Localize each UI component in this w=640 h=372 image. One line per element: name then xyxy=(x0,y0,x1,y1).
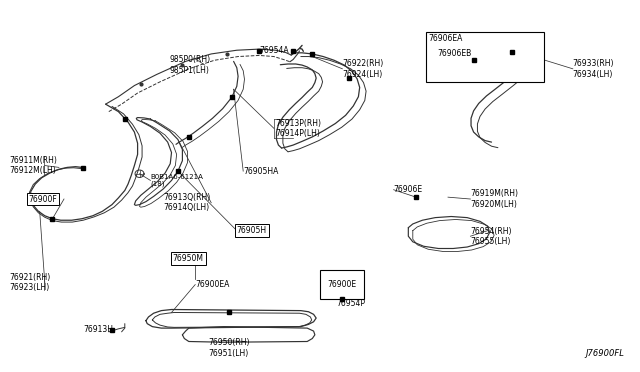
Text: 76905H: 76905H xyxy=(237,226,267,235)
Text: 76950(RH)
76951(LH): 76950(RH) 76951(LH) xyxy=(208,338,250,357)
Text: 76906E: 76906E xyxy=(394,185,423,194)
Text: 76900E: 76900E xyxy=(327,280,356,289)
Text: 76900F: 76900F xyxy=(29,195,58,203)
Text: B0B1A6-6121A
(18): B0B1A6-6121A (18) xyxy=(150,174,204,187)
Text: 76913H: 76913H xyxy=(83,325,113,334)
Text: 76950M: 76950M xyxy=(173,254,204,263)
FancyBboxPatch shape xyxy=(426,32,544,82)
Text: 76919M(RH)
76920M(LH): 76919M(RH) 76920M(LH) xyxy=(470,189,518,209)
Text: 76913P(RH)
76914P(LH): 76913P(RH) 76914P(LH) xyxy=(275,119,321,138)
Text: 76905HA: 76905HA xyxy=(243,167,278,176)
Text: 76954P: 76954P xyxy=(336,299,365,308)
Text: 76922(RH)
76924(LH): 76922(RH) 76924(LH) xyxy=(342,59,383,78)
Text: 76911M(RH)
76912M(LH): 76911M(RH) 76912M(LH) xyxy=(10,156,58,175)
Text: 76933(RH)
76934(LH): 76933(RH) 76934(LH) xyxy=(573,59,614,78)
Text: 76913Q(RH)
76914Q(LH): 76913Q(RH) 76914Q(LH) xyxy=(163,193,211,212)
Text: 76906EB: 76906EB xyxy=(437,49,472,58)
Text: 985P0(RH)
985P1(LH): 985P0(RH) 985P1(LH) xyxy=(170,55,211,75)
FancyBboxPatch shape xyxy=(320,270,364,299)
Text: 76954(RH)
76955(LH): 76954(RH) 76955(LH) xyxy=(470,227,512,246)
Text: 76900EA: 76900EA xyxy=(195,280,230,289)
Text: 76906EA: 76906EA xyxy=(429,34,463,43)
Text: 76921(RH)
76923(LH): 76921(RH) 76923(LH) xyxy=(10,273,51,292)
Text: J76900FL: J76900FL xyxy=(585,349,624,358)
Text: 76954A: 76954A xyxy=(259,46,289,55)
